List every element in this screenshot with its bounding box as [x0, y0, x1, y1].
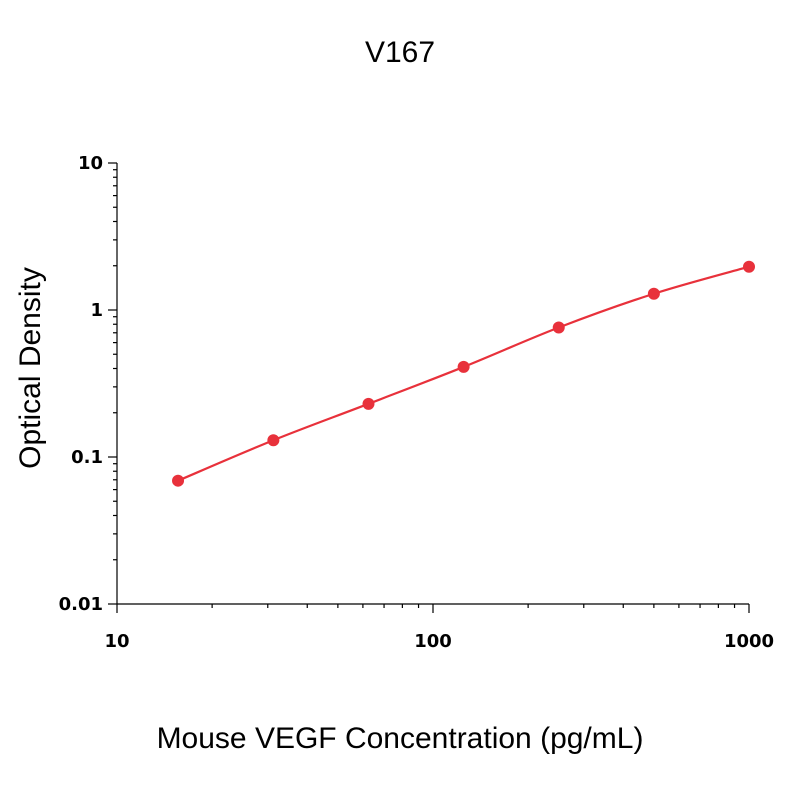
- x-tick-label: 1000: [724, 631, 774, 652]
- data-point: [267, 434, 280, 447]
- data-point: [362, 397, 375, 410]
- data-point: [457, 360, 470, 373]
- y-axis-label: Optical Density: [14, 267, 47, 469]
- x-axis-label: Mouse VEGF Concentration (pg/mL): [157, 722, 644, 755]
- data-points: [172, 260, 755, 487]
- data-point: [647, 287, 660, 300]
- data-point: [743, 260, 755, 273]
- y-tick-label: 1: [90, 300, 103, 321]
- x-tick-label: 100: [414, 631, 452, 652]
- data-point: [172, 474, 185, 487]
- axes: 0.01 0.1 1 10 10 100 1000: [59, 153, 774, 652]
- y-tick-label: 0.01: [59, 594, 103, 615]
- x-ticks: 10 100 1000: [104, 604, 774, 652]
- chart-title: V167: [365, 36, 435, 69]
- y-ticks: 0.01 0.1 1 10: [59, 153, 117, 615]
- x-tick-label: 10: [104, 631, 129, 652]
- fit-curve: [177, 265, 750, 482]
- y-tick-label: 0.1: [71, 447, 103, 468]
- y-tick-label: 10: [78, 153, 103, 174]
- data-point: [552, 321, 565, 334]
